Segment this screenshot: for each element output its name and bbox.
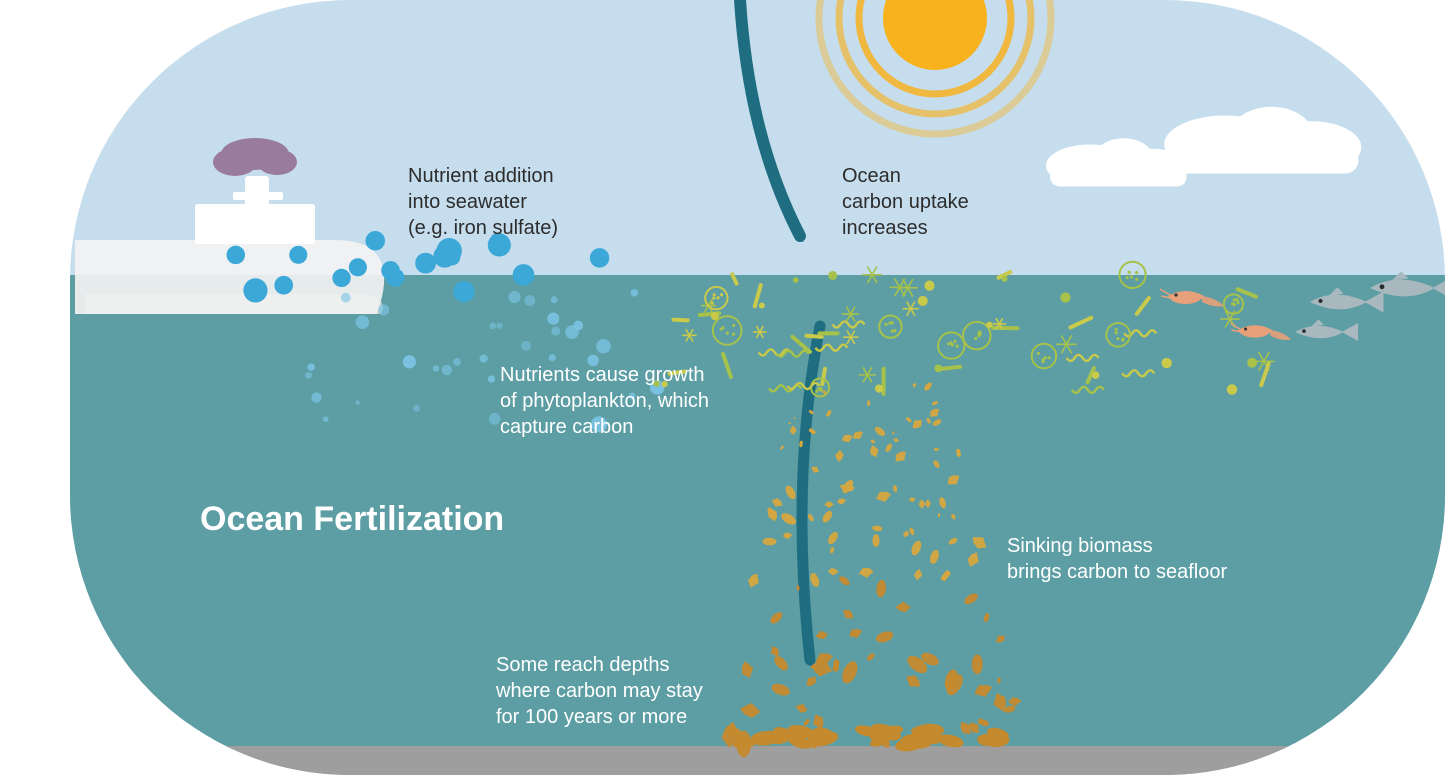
label-nutrient-addition: Nutrient additioninto seawater(e.g. iron… [408,163,558,241]
label-phytoplankton-growth: Nutrients cause growthof phytoplankton, … [500,362,709,440]
label-carbon-storage: Some reach depthswhere carbon may stayfo… [496,652,703,730]
infographic-stage: Ocean Fertilization Nutrient additionint… [0,0,1456,778]
label-carbon-uptake: Oceancarbon uptakeincreases [842,163,969,241]
label-sinking-biomass: Sinking biomassbrings carbon to seafloor [1007,533,1227,585]
diagram-title: Ocean Fertilization [200,500,504,539]
infographic-svg [0,0,1456,778]
seafloor [0,746,1456,775]
